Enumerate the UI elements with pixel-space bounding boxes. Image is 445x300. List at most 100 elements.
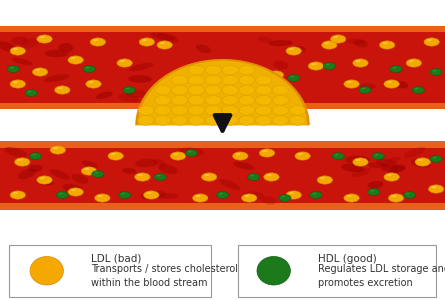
Ellipse shape [313,193,316,194]
Ellipse shape [129,63,154,71]
Ellipse shape [233,162,255,170]
Ellipse shape [359,86,371,94]
Ellipse shape [282,196,285,197]
Ellipse shape [53,147,58,149]
Ellipse shape [195,195,200,197]
Ellipse shape [411,159,431,168]
Ellipse shape [333,36,338,38]
Text: Transports / stores cholesterol
within the blood stream: Transports / stores cholesterol within t… [91,265,238,289]
Ellipse shape [331,35,346,43]
Ellipse shape [11,37,28,44]
Ellipse shape [390,66,402,73]
Ellipse shape [359,83,376,89]
Ellipse shape [406,59,421,67]
Ellipse shape [353,158,368,166]
Ellipse shape [172,106,188,115]
Ellipse shape [121,193,125,194]
Ellipse shape [205,106,221,115]
Ellipse shape [45,50,69,57]
Ellipse shape [289,116,305,125]
Ellipse shape [111,153,116,155]
Ellipse shape [256,106,272,115]
Ellipse shape [81,160,98,168]
Ellipse shape [173,153,178,155]
Ellipse shape [320,177,325,179]
Ellipse shape [10,191,25,199]
Ellipse shape [158,193,179,199]
Ellipse shape [289,48,294,50]
Ellipse shape [17,159,22,161]
Ellipse shape [387,174,392,176]
Ellipse shape [122,168,137,174]
Ellipse shape [403,191,416,199]
Ellipse shape [239,85,255,95]
Ellipse shape [154,173,166,181]
Ellipse shape [231,82,255,94]
Ellipse shape [272,85,288,95]
Ellipse shape [120,60,125,62]
Ellipse shape [335,154,339,155]
Ellipse shape [36,179,54,185]
Ellipse shape [382,42,387,44]
Ellipse shape [13,48,18,50]
Ellipse shape [68,188,83,196]
Ellipse shape [308,62,324,70]
Ellipse shape [233,152,248,160]
Ellipse shape [267,174,271,176]
Ellipse shape [188,75,204,85]
Ellipse shape [172,95,188,105]
Ellipse shape [406,193,410,194]
Ellipse shape [387,81,392,83]
Ellipse shape [262,196,276,205]
Ellipse shape [83,66,95,73]
Ellipse shape [154,159,166,166]
Ellipse shape [92,170,104,177]
Ellipse shape [256,116,272,125]
Ellipse shape [256,95,272,105]
Ellipse shape [344,80,359,88]
Ellipse shape [40,36,44,38]
Ellipse shape [13,81,18,83]
Ellipse shape [239,95,255,105]
Ellipse shape [84,168,89,170]
Ellipse shape [40,177,44,179]
Ellipse shape [275,84,296,94]
Ellipse shape [222,65,238,75]
Ellipse shape [193,194,208,202]
Ellipse shape [391,195,396,197]
Ellipse shape [347,195,352,197]
Ellipse shape [123,86,135,94]
Ellipse shape [291,76,294,77]
Ellipse shape [356,159,360,161]
Ellipse shape [287,74,300,81]
Ellipse shape [205,85,221,95]
Ellipse shape [368,188,380,196]
Ellipse shape [150,87,171,98]
Ellipse shape [362,88,365,89]
Ellipse shape [188,106,204,115]
Ellipse shape [239,65,255,75]
Ellipse shape [415,158,430,166]
Ellipse shape [429,185,444,193]
Bar [9,244,211,297]
Ellipse shape [125,88,129,89]
Ellipse shape [222,106,238,115]
Ellipse shape [196,44,211,53]
Ellipse shape [433,70,436,71]
Ellipse shape [10,67,14,68]
Ellipse shape [376,159,398,168]
Ellipse shape [345,155,370,164]
Ellipse shape [4,147,27,157]
Ellipse shape [135,159,158,167]
Ellipse shape [59,193,63,194]
Ellipse shape [93,39,98,41]
Ellipse shape [269,40,293,46]
Bar [238,244,436,297]
Ellipse shape [409,60,414,62]
Ellipse shape [144,191,159,199]
Ellipse shape [157,175,161,176]
Ellipse shape [126,90,149,98]
Ellipse shape [375,154,378,155]
Ellipse shape [216,191,229,199]
Ellipse shape [368,162,388,168]
